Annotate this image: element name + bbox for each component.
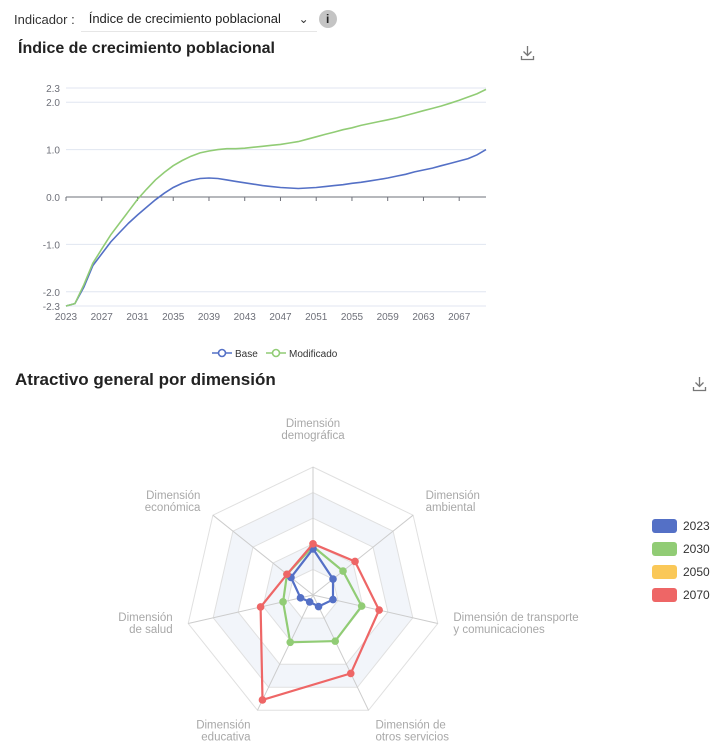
radar-point-2023 — [329, 575, 337, 583]
legend-label-modificado: Modificado — [289, 349, 338, 360]
y-tick-label: 1.0 — [46, 146, 60, 157]
y-tick-label: 2.3 — [46, 84, 60, 95]
y-tick-label: -1.0 — [43, 240, 61, 251]
radar-point-2023 — [296, 594, 305, 602]
indicator-select-value: Índice de crecimiento poblacional — [88, 11, 281, 26]
indicator-select[interactable]: Índice de crecimiento poblacional ⌄ — [80, 6, 317, 32]
legend-label-base: Base — [235, 349, 258, 360]
x-tick-label: 2047 — [269, 312, 292, 323]
radar-indicator-label: Dimensión de transporte y comunicaciones — [453, 612, 578, 636]
grid-lines — [66, 87, 486, 307]
x-axis: 2023 2027 2031 2035 2039 2043 2047 2051 2055 2059… — [55, 197, 471, 323]
x-tick-label: 2059 — [377, 312, 400, 323]
radar-point-2030 — [331, 637, 340, 645]
radar-point-2070 — [309, 540, 317, 548]
legend-swatch-2023 — [652, 519, 677, 533]
x-tick-label: 2063 — [412, 312, 435, 323]
radar-indicator-label: Dimensión de otros servicios — [375, 720, 449, 744]
radar-point-2023 — [305, 598, 314, 606]
x-tick-label: 2055 — [341, 312, 364, 323]
radar-axis — [312, 594, 369, 711]
legend-swatch-2030 — [652, 542, 677, 556]
download-icon[interactable] — [692, 376, 707, 392]
y-tick-label: -2.3 — [43, 302, 61, 313]
radar-point-2030 — [279, 598, 287, 606]
legend-swatch-2050 — [652, 565, 677, 579]
indicator-bar: Indicador : Índice de crecimiento poblac… — [14, 6, 337, 32]
indicator-label: Indicador : — [14, 11, 75, 27]
radar-point-2070 — [283, 570, 291, 579]
legend-circle-symbol — [217, 348, 227, 358]
legend-circle-symbol — [271, 348, 281, 358]
radar-indicator-label: Dimensión demográfica — [281, 418, 345, 442]
radar-point-2023 — [314, 602, 323, 611]
radar-legend: 2023 2030 2050 2070 — [652, 519, 710, 602]
x-tick-label: 2051 — [305, 312, 328, 323]
radar-point-2030 — [339, 567, 347, 575]
radar-chart: Dimensión demográfica Dimensión ambiental Di… — [118, 418, 710, 744]
x-tick-label: 2027 — [91, 312, 114, 323]
radar-point-2030 — [357, 602, 366, 610]
download-icon[interactable] — [520, 45, 535, 61]
line-legend: Base Modificado — [212, 348, 338, 360]
radar-point-2070 — [351, 557, 359, 566]
radar-indicator-labels: Dimensión demográfica Dimensión ambiental Di… — [118, 418, 578, 744]
radar-chart-title: Atractivo general por dimensión — [15, 370, 276, 389]
legend-label-2030: 2030 — [683, 542, 710, 556]
radar-point-2070 — [256, 603, 265, 611]
radar-grid — [187, 466, 439, 711]
radar-point-2070 — [258, 696, 267, 704]
radar-point-2070 — [346, 669, 355, 678]
x-tick-label: 2035 — [162, 312, 185, 323]
x-tick-label: 2039 — [198, 312, 221, 323]
radar-axis — [188, 594, 314, 624]
radar-indicator-label: Dimensión ambiental — [426, 490, 480, 514]
x-tick-label: 2031 — [126, 312, 149, 323]
legend-label-2070: 2070 — [683, 588, 710, 602]
radar-point-2070 — [375, 606, 383, 614]
series-line-base — [65, 148, 487, 307]
x-tick-label: 2067 — [448, 312, 471, 323]
radar-indicator-label: Dimensión económica — [145, 490, 201, 514]
legend-label-2050: 2050 — [683, 565, 710, 579]
legend-swatch-2070 — [652, 588, 677, 602]
chevron-down-icon: ⌄ — [298, 11, 309, 26]
radar-point-2023 — [329, 595, 337, 604]
radar-axis — [312, 514, 414, 596]
radar-point-2030 — [286, 638, 295, 647]
y-tick-label: 2.0 — [46, 98, 60, 109]
y-tick-labels: 2.3 2.0 1.0 0.0 -1.0 -2.0 -2.3 — [43, 84, 61, 313]
line-chart-title: Índice de crecimiento poblacional — [18, 40, 275, 57]
y-tick-label: -2.0 — [43, 288, 61, 299]
radar-axis — [257, 594, 314, 711]
radar-indicator-label: Dimensión de salud — [118, 612, 172, 636]
x-tick-label: 2023 — [55, 312, 78, 323]
info-icon[interactable]: i — [318, 10, 337, 28]
legend-label-2023: 2023 — [683, 519, 710, 533]
radar-axis — [212, 514, 314, 596]
radar-series-2030 — [281, 544, 364, 644]
x-tick-label: 2043 — [234, 312, 257, 323]
radar-indicator-label: Dimensión educativa — [196, 720, 251, 744]
radar-series-2070 — [259, 542, 381, 702]
series-line-modificado — [65, 88, 487, 307]
y-tick-label: 0.0 — [46, 193, 60, 204]
